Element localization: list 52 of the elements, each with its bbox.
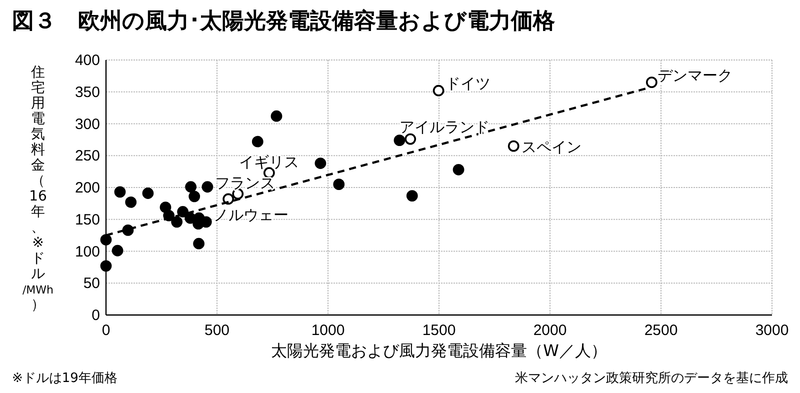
x-axis-title: 太陽光発電および風力発電設備容量（W／人） xyxy=(271,341,607,360)
point xyxy=(188,190,200,202)
annotation: ノルウェー xyxy=(213,206,288,224)
point xyxy=(646,76,658,88)
point xyxy=(112,244,124,256)
x-tick-label: 2500 xyxy=(644,322,678,339)
point xyxy=(452,164,464,176)
x-tick-label: 1000 xyxy=(311,322,345,339)
text: ※ドルは19年価格 xyxy=(12,371,118,386)
y-axis-title: 住宅用電気料金（16年、※ドル/MWh） xyxy=(22,64,54,313)
annotation: アイルランド xyxy=(399,118,490,136)
point xyxy=(404,133,416,145)
y-tick-label: 50 xyxy=(83,275,100,292)
point xyxy=(270,110,282,122)
y-tick-label: 150 xyxy=(74,211,100,228)
point xyxy=(125,196,137,208)
y-tick-label: 200 xyxy=(74,180,100,196)
point xyxy=(432,84,444,96)
point xyxy=(142,188,154,199)
point xyxy=(185,181,197,193)
point xyxy=(202,181,214,193)
point xyxy=(394,134,406,146)
x-tick-label: 1500 xyxy=(422,322,456,339)
y-tick-label: 250 xyxy=(74,148,100,165)
y-tick-label: 0 xyxy=(92,307,100,324)
point xyxy=(222,193,234,205)
x-tick-label: 3000 xyxy=(755,322,789,339)
annotation: フランス xyxy=(214,174,275,192)
point xyxy=(406,190,418,202)
point xyxy=(193,238,204,250)
x-tick-label: 0 xyxy=(102,322,110,339)
y-tick-label: 100 xyxy=(74,243,100,260)
point xyxy=(314,158,326,169)
x-tick-label: 2000 xyxy=(533,322,567,339)
annotation: スペイン xyxy=(522,138,582,156)
y-tick-label: 350 xyxy=(74,84,100,101)
point xyxy=(508,140,520,152)
point xyxy=(160,202,172,213)
text: 米マンハッタン政策研究所のデータを基に作成 xyxy=(515,371,788,386)
annotation: ドイツ xyxy=(446,74,491,93)
y-tick-label: 300 xyxy=(74,116,100,133)
chart-title: 図３ 欧州の風力･太陽光発電設備容量および電力価格 xyxy=(12,8,556,34)
point xyxy=(333,178,345,190)
point xyxy=(171,216,183,228)
point xyxy=(100,234,112,246)
y-tick-label: 400 xyxy=(74,52,100,69)
annotation: デンマーク xyxy=(658,66,733,84)
point xyxy=(100,260,112,272)
annotation: イギリス xyxy=(239,152,300,171)
point xyxy=(252,136,264,148)
x-tick-label: 500 xyxy=(204,322,230,339)
point xyxy=(114,186,126,198)
